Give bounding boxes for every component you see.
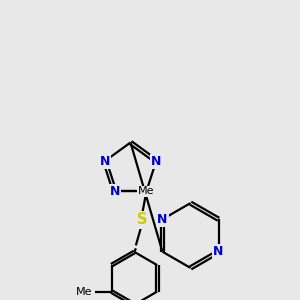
Text: N: N	[157, 213, 168, 226]
Text: Me: Me	[138, 186, 154, 196]
Text: Me: Me	[76, 286, 92, 296]
Text: N: N	[213, 245, 224, 258]
Text: N: N	[100, 155, 110, 168]
Text: S: S	[136, 212, 147, 227]
Text: N: N	[151, 155, 161, 168]
Text: N: N	[110, 185, 120, 198]
